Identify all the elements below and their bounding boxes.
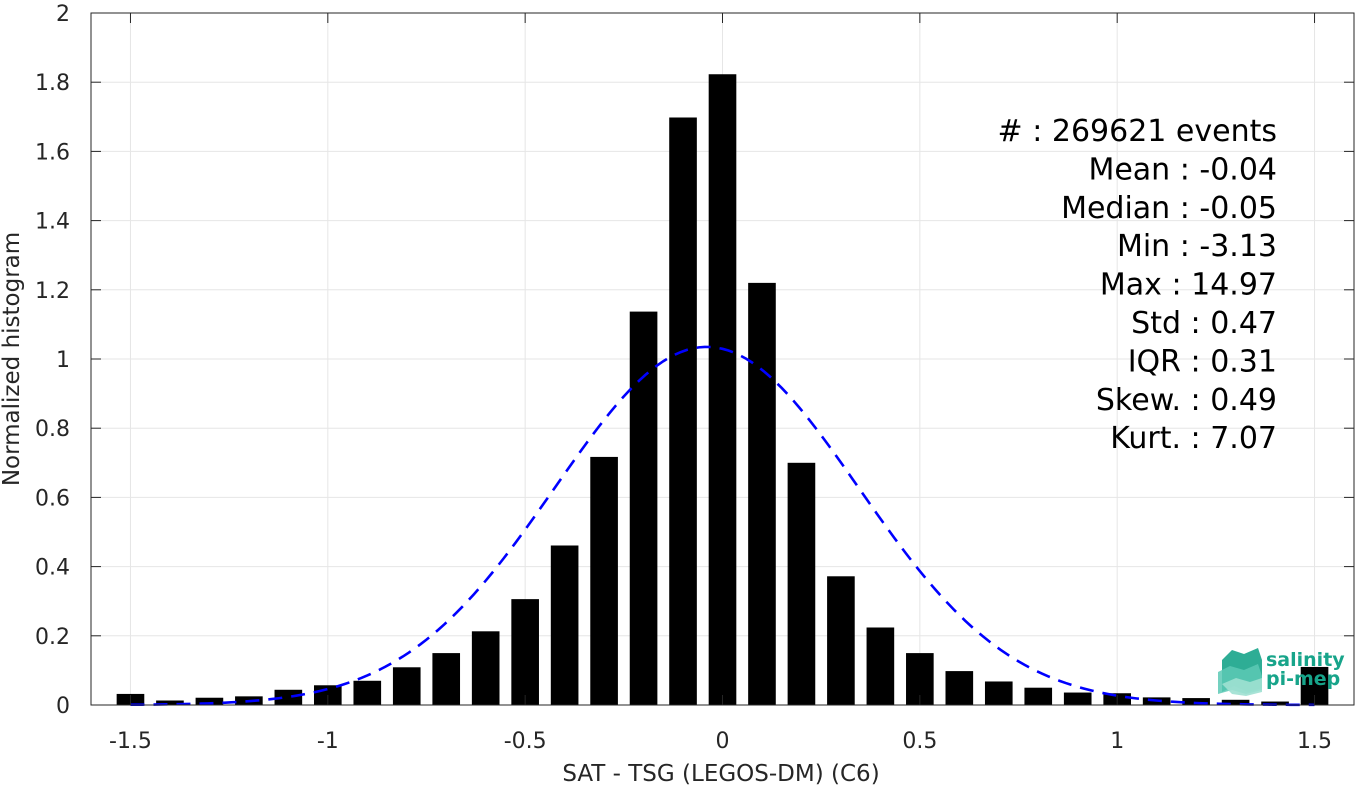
stat-line: Mean : -0.04 (1088, 152, 1277, 187)
stat-line: Min : -3.13 (1117, 229, 1277, 264)
histogram-bar (432, 653, 461, 705)
axis-ticks (91, 12, 1354, 706)
x-tick-labels: -1.5 -1 -0.5 0 0.5 1 1.5 (109, 729, 1332, 754)
histogram-bars (116, 74, 1329, 705)
y-tick-label: 1.4 (35, 210, 70, 235)
histogram-bar (392, 667, 421, 705)
histogram-bar (353, 680, 382, 705)
x-tick-label: -1 (317, 729, 339, 754)
histogram-bar (1221, 699, 1250, 705)
y-tick-label: 2 (56, 2, 70, 27)
histogram-bar (511, 599, 539, 705)
y-tick-label: 0 (56, 694, 70, 719)
x-tick-label: -0.5 (504, 729, 547, 754)
x-tick-label: 0 (716, 729, 730, 754)
histogram-bar (156, 700, 184, 705)
histogram-bar (629, 311, 658, 705)
y-tick-label: 1.8 (35, 71, 70, 96)
histogram-bar (984, 681, 1013, 705)
stat-line: Kurt. : 7.07 (1110, 421, 1277, 456)
histogram-bar (669, 117, 697, 705)
y-axis-label: Normalized histogram (0, 232, 25, 486)
y-tick-label: 0.4 (35, 556, 70, 581)
histogram-bar (1182, 698, 1210, 705)
logo-mark-icon (1218, 648, 1262, 696)
histogram-bar (866, 627, 895, 705)
gaussian-fit-curve (130, 345, 1315, 707)
histogram-bar (1024, 687, 1053, 705)
logo-text-pi-mep: pi-mep (1266, 668, 1340, 690)
y-tick-label: 0.8 (35, 417, 70, 442)
x-tick-label: 0.5 (902, 729, 937, 754)
stat-line: Max : 14.97 (1100, 268, 1277, 303)
histogram-bar (708, 74, 737, 705)
y-tick-label: 1.6 (35, 140, 70, 165)
histogram-bar (590, 456, 618, 705)
histogram-bar (195, 697, 224, 705)
y-tick-label: 1.2 (35, 279, 70, 304)
x-tick-label: 1.5 (1297, 729, 1332, 754)
y-tick-label: 1 (56, 348, 70, 373)
histogram-bar (945, 671, 974, 705)
logo-text-salinity: salinity (1266, 649, 1345, 671)
histogram-bar (1063, 692, 1092, 705)
histogram-bar (787, 462, 816, 705)
stat-line: # : 269621 events (998, 114, 1277, 149)
histogram-bar (550, 545, 579, 705)
stat-line: Median : -0.05 (1061, 191, 1277, 226)
x-tick-label: 1 (1110, 729, 1124, 754)
y-tick-labels: 0 0.2 0.4 0.6 0.8 1 1.2 1.4 1.6 1.8 2 (35, 2, 70, 719)
stat-line: Std : 0.47 (1131, 306, 1277, 341)
stat-line: IQR : 0.31 (1128, 344, 1277, 379)
histogram-bar (471, 631, 500, 705)
histogram-bar (1261, 701, 1289, 705)
x-axis-label: SAT - TSG (LEGOS-DM) (C6) (562, 761, 879, 785)
salinity-pi-mep-logo: salinity pi-mep (1218, 648, 1345, 696)
histogram-bar (827, 576, 855, 705)
histogram-bar (274, 689, 303, 705)
stat-line: Skew. : 0.49 (1096, 383, 1277, 418)
histogram-bar (748, 282, 776, 705)
y-tick-label: 0.6 (35, 486, 70, 511)
x-tick-label: -1.5 (109, 729, 152, 754)
y-tick-label: 0.2 (35, 625, 70, 650)
